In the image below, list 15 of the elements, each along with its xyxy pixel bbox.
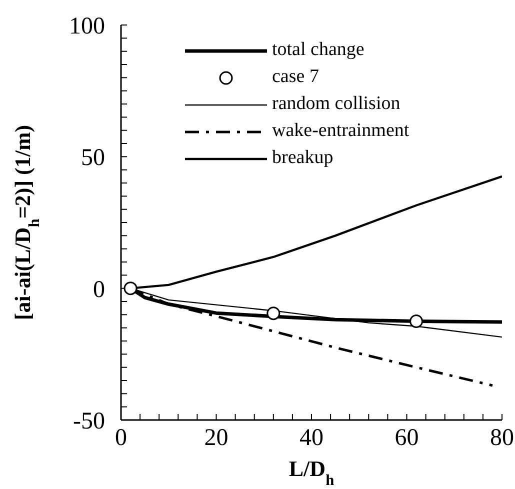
x-tick-label: 80 bbox=[490, 425, 514, 452]
legend-label: random collision bbox=[272, 93, 400, 114]
x-tick-label: 60 bbox=[394, 425, 419, 452]
legend-label: wake-entrainment bbox=[272, 120, 410, 141]
y-tick-label: 0 bbox=[93, 276, 105, 303]
legend-label: case 7 bbox=[272, 66, 319, 87]
y-tick-label: 100 bbox=[69, 14, 105, 40]
x-axis-title: L/D$_{h}$ bbox=[288, 456, 335, 488]
y-tick-label: 50 bbox=[81, 145, 105, 172]
legend-label: breakup bbox=[272, 147, 334, 168]
legend-label: total change bbox=[272, 39, 364, 60]
x-tick-label: 20 bbox=[204, 425, 228, 452]
x-tick-label: 40 bbox=[300, 425, 324, 452]
x-tick-label: 0 bbox=[115, 425, 127, 452]
y-tick-label: -50 bbox=[73, 408, 105, 435]
